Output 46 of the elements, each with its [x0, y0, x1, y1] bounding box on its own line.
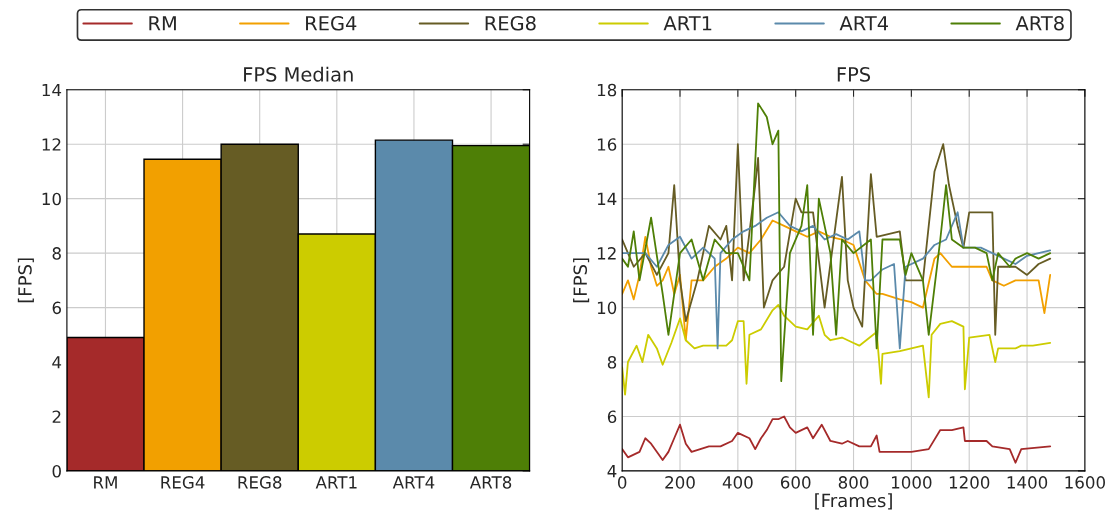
- x-tick-label: ART4: [392, 476, 435, 489]
- y-tick-label: 2: [52, 410, 61, 423]
- y-tick-label: 10: [597, 301, 617, 315]
- x-tick-label: 1400: [1007, 476, 1048, 489]
- x-tick-label: 0: [617, 476, 627, 489]
- line-series: [622, 303, 1052, 399]
- y-tick-label: 4: [607, 465, 617, 478]
- x-tick-label: REG4: [161, 476, 205, 489]
- x-tick-label: RM: [94, 476, 117, 489]
- x-axis-title: [Frames]: [815, 493, 892, 510]
- x-tick-label: 600: [780, 476, 811, 489]
- chart-title: FPS Median: [244, 66, 353, 82]
- y-axis-title: [FPS]: [17, 258, 34, 303]
- y-tick-label: 6: [607, 410, 617, 424]
- y-tick-label: 4: [52, 356, 62, 369]
- legend-label: ART8: [1015, 15, 1064, 31]
- x-tick-label: REG8: [238, 476, 282, 489]
- y-tick-label: 8: [52, 247, 61, 260]
- y-tick-label: 12: [42, 138, 61, 151]
- y-tick-label: 18: [597, 83, 617, 97]
- x-tick-label: 1200: [949, 476, 990, 489]
- y-tick-label: 8: [607, 355, 617, 369]
- x-tick-label: ART1: [315, 476, 357, 489]
- x-tick-label: 1600: [1065, 476, 1105, 489]
- legend-label: REG8: [485, 15, 536, 31]
- y-tick-label: 10: [42, 192, 61, 206]
- x-tick-label: 800: [838, 476, 869, 489]
- line-series: [622, 143, 1052, 336]
- x-tick-label: 1000: [892, 476, 932, 489]
- y-tick-label: 6: [52, 301, 61, 315]
- line-series: [622, 415, 1052, 464]
- y-tick-label: 14: [42, 83, 62, 97]
- chart-title: FPS: [837, 67, 871, 82]
- legend-label: ART4: [839, 16, 889, 31]
- y-tick-label: 12: [597, 247, 616, 260]
- y-tick-label: 16: [597, 138, 617, 151]
- legend-label: ART1: [663, 16, 712, 31]
- x-tick-label: 200: [665, 476, 695, 489]
- x-tick-label: ART8: [469, 476, 512, 489]
- x-tick-label: 400: [722, 476, 753, 489]
- y-axis-title: [FPS]: [573, 258, 590, 303]
- y-tick-label: 14: [597, 192, 617, 206]
- line-series: [622, 102, 1052, 382]
- legend-label: REG4: [306, 15, 357, 31]
- y-tick-label: 0: [52, 464, 61, 478]
- legend-label: RM: [149, 16, 176, 31]
